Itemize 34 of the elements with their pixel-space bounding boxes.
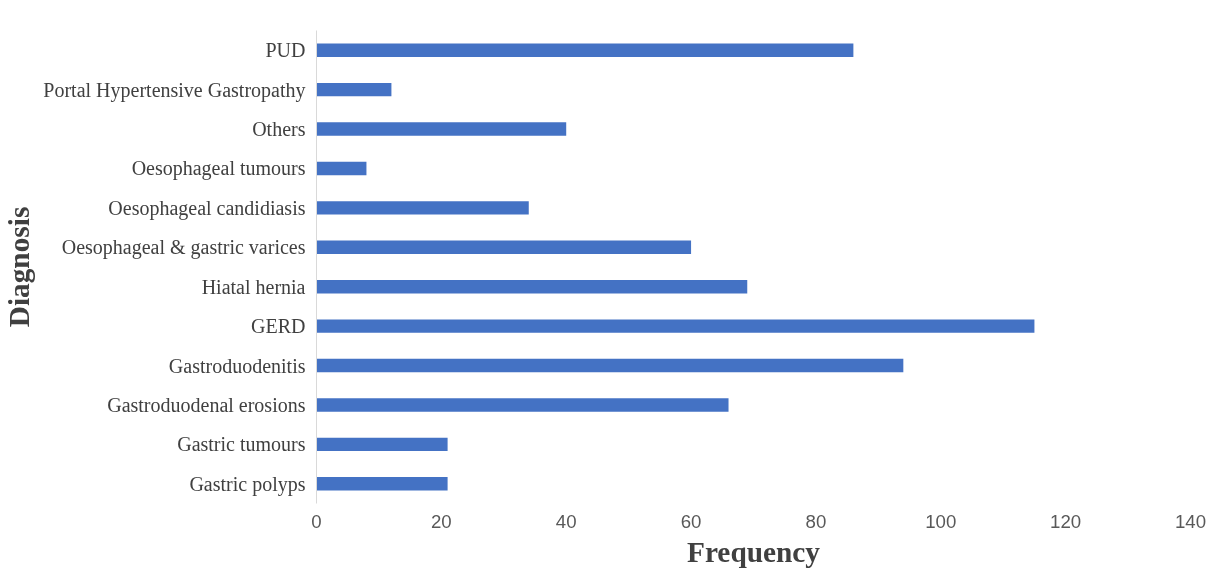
bar <box>316 358 904 373</box>
y-tick-label: Oesophageal tumours <box>131 157 306 181</box>
y-tick-label: Gastroduodenal erosions <box>107 393 306 416</box>
bar <box>316 82 392 97</box>
x-tick-label: 60 <box>680 510 702 532</box>
y-tick-label: Gastroduodenitis <box>168 354 306 377</box>
x-tick-label: 140 <box>1174 510 1207 532</box>
bar <box>316 161 367 176</box>
bar <box>316 280 748 294</box>
bar <box>316 240 692 254</box>
y-tick-label: Oesophageal & gastric varices <box>61 236 306 260</box>
bar <box>316 398 729 412</box>
bar <box>316 477 448 491</box>
x-tick-label: 0 <box>311 510 322 532</box>
y-tick-label: Hiatal hernia <box>201 275 306 298</box>
x-tick-label: 120 <box>1050 510 1082 532</box>
y-tick-label: Gastric polyps <box>189 472 306 496</box>
bar <box>316 43 854 57</box>
y-tick-label: GERD <box>251 315 306 338</box>
bar <box>316 437 448 452</box>
y-tick-label: PUD <box>265 39 306 62</box>
x-tick-label: 20 <box>430 510 452 532</box>
x-tick-label: 80 <box>805 510 827 532</box>
bar <box>316 319 1035 333</box>
y-axis-title: Diagnosis <box>3 206 36 328</box>
y-tick-label: Oesophageal candidiasis <box>108 196 306 220</box>
bar <box>316 201 529 215</box>
bar <box>316 122 567 136</box>
y-tick-label: Portal Hypertensive Gastropathy <box>43 78 306 102</box>
x-tick-label: 40 <box>555 510 577 532</box>
y-tick-label: Gastric tumours <box>177 433 306 456</box>
y-tick-label: Others <box>252 118 306 141</box>
x-tick-label: 100 <box>925 510 957 532</box>
x-axis-title: Frequency <box>686 535 821 568</box>
